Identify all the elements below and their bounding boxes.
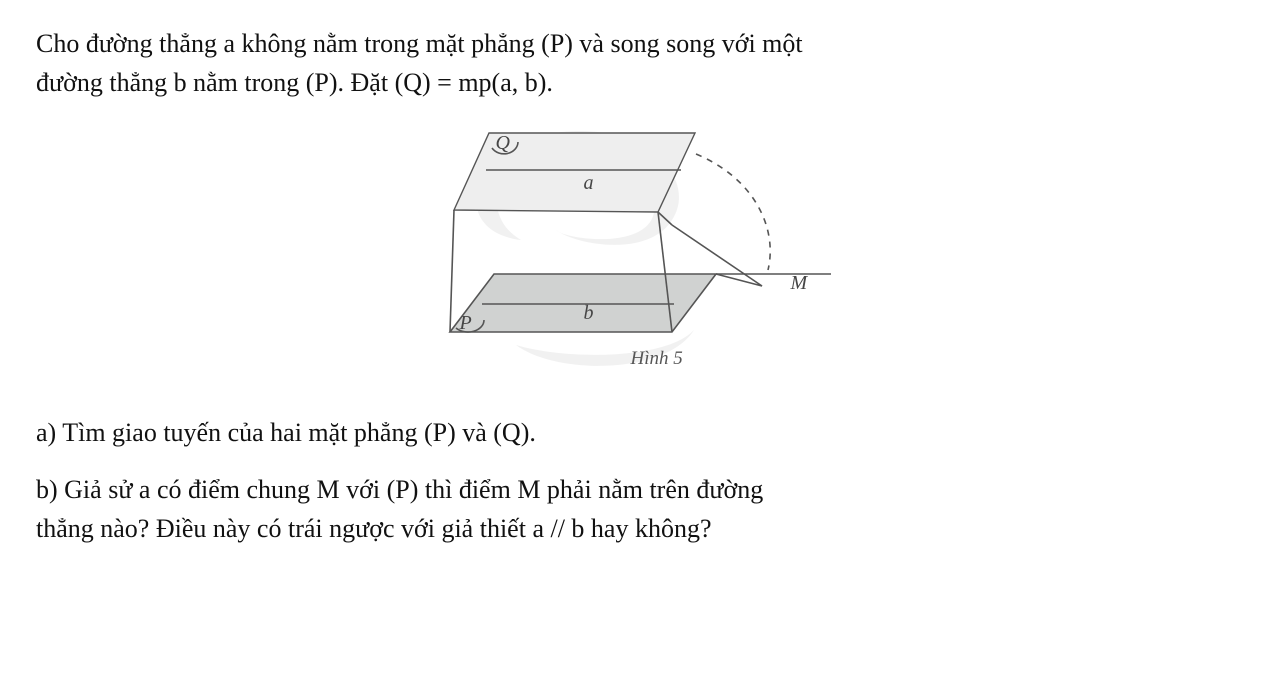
back-arc (696, 154, 770, 270)
question-b: b) Giả sử a có điểm chung M với (P) thì … (36, 470, 1245, 548)
figure-5: Q a b P M Hình 5 (36, 120, 1245, 385)
front-left-edge (450, 210, 454, 332)
intro-paragraph: Cho đường thẳng a không nằm trong mặt ph… (36, 24, 1245, 102)
label-m: M (791, 272, 808, 295)
intro-line-1: Cho đường thẳng a không nằm trong mặt ph… (36, 29, 803, 58)
label-p: P (460, 312, 472, 335)
question-a: a) Tìm giao tuyến của hai mặt phẳng (P) … (36, 413, 1245, 452)
figure-caption: Hình 5 (631, 348, 683, 370)
figure-canvas: Q a b P M Hình 5 (426, 120, 856, 380)
label-q: Q (496, 132, 510, 155)
intro-line-2: đường thẳng b nằm trong (P). Đặt (Q) = m… (36, 68, 553, 97)
question-b-line-2: thẳng nào? Điều này có trái ngược với gi… (36, 514, 712, 543)
plane-q (454, 133, 695, 212)
question-b-line-1: b) Giả sử a có điểm chung M với (P) thì … (36, 475, 763, 504)
label-b: b (584, 302, 594, 325)
geometry-svg (426, 120, 856, 380)
label-a: a (584, 172, 594, 195)
plane-p (450, 274, 716, 332)
